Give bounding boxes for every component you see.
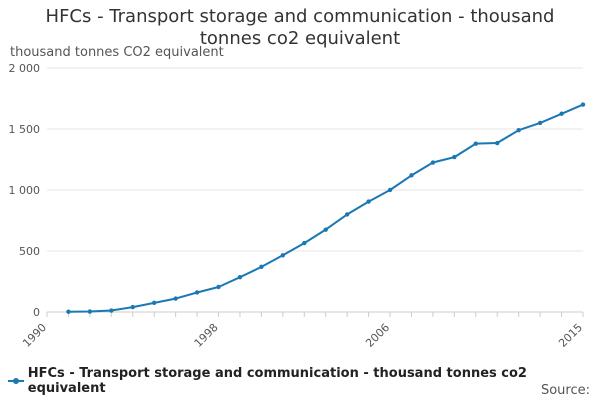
data-point[interactable]: [280, 253, 286, 258]
data-point[interactable]: [87, 309, 93, 314]
axes: 0 500 1 000 1 500 2 000 1990 1998 2006 2015: [9, 62, 586, 350]
data-point[interactable]: [366, 199, 371, 204]
chart-title-line-2: tonnes co2 equivalent: [199, 28, 401, 49]
y-axis-label: thousand tonnes CO2 equivalent: [10, 45, 224, 60]
data-point[interactable]: [66, 309, 71, 314]
data-point[interactable]: [409, 173, 414, 178]
data-point[interactable]: [173, 296, 178, 301]
data-point[interactable]: [259, 264, 264, 270]
data-point[interactable]: [194, 290, 200, 295]
x-tick-label: 1998: [192, 321, 221, 350]
series-line: [68, 103, 584, 313]
data-point[interactable]: [473, 141, 478, 146]
y-tick-label: 2 000: [9, 62, 41, 75]
data-point[interactable]: [323, 227, 328, 232]
data-point[interactable]: [452, 154, 457, 160]
data-point[interactable]: [516, 128, 521, 133]
data-point[interactable]: [237, 275, 243, 280]
y-tick-label: 0: [33, 306, 40, 319]
series-marks: [66, 102, 586, 314]
data-point[interactable]: [580, 102, 586, 107]
data-point[interactable]: [344, 212, 350, 217]
data-point[interactable]: [537, 120, 543, 126]
data-point[interactable]: [152, 300, 157, 306]
y-tick-label: 1 500: [9, 123, 41, 136]
chart-title-line-1: HFCs - Transport storage and communicati…: [45, 6, 555, 27]
data-point[interactable]: [430, 160, 436, 165]
legend-swatch: [8, 378, 24, 384]
y-tick-label: 500: [19, 245, 40, 258]
x-tick-label: 2015: [556, 321, 585, 350]
source-label: Source:: [540, 383, 590, 398]
data-point[interactable]: [495, 140, 500, 146]
x-tick-label: 1990: [20, 321, 49, 350]
data-point[interactable]: [216, 284, 221, 290]
data-point[interactable]: [387, 187, 393, 193]
chart-title: HFCs - Transport storage and communicati…: [0, 6, 600, 50]
gridlines: [47, 67, 583, 313]
x-tick-label: 2006: [363, 321, 392, 350]
data-point[interactable]: [302, 240, 307, 246]
data-point[interactable]: [559, 111, 564, 116]
data-point[interactable]: [109, 308, 114, 313]
legend[interactable]: HFCs - Transport storage and communicati…: [8, 366, 600, 396]
legend-label: HFCs - Transport storage and communicati…: [27, 366, 527, 396]
y-tick-label: 1 000: [9, 184, 41, 197]
data-point[interactable]: [130, 304, 135, 310]
